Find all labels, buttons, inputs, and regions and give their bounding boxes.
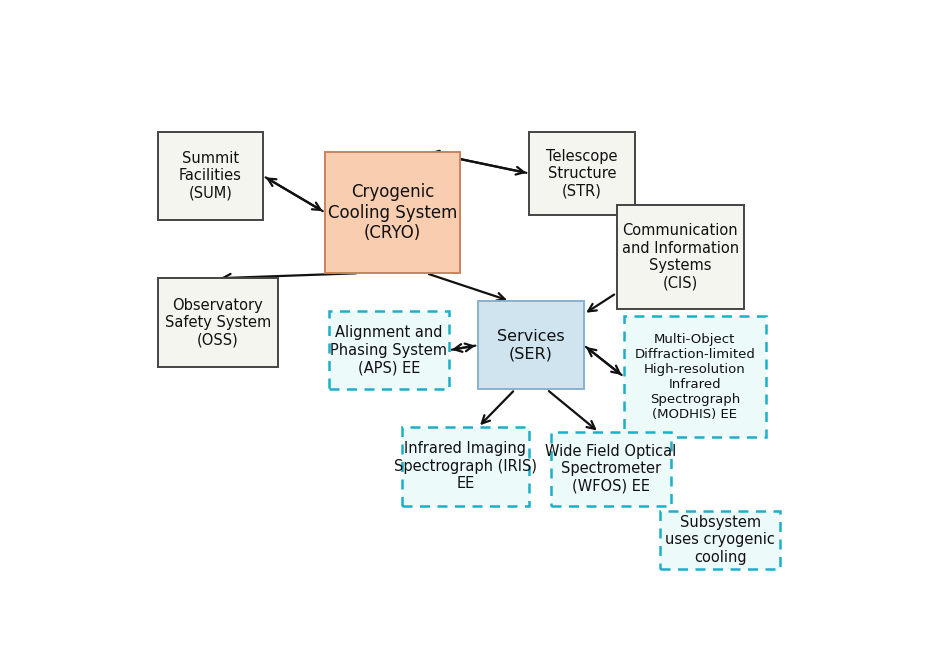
FancyBboxPatch shape: [660, 510, 780, 569]
FancyBboxPatch shape: [624, 316, 766, 438]
Text: Observatory
Safety System
(OSS): Observatory Safety System (OSS): [164, 298, 271, 347]
Text: Summit
Facilities
(SUM): Summit Facilities (SUM): [179, 151, 242, 201]
Text: Multi-Object
Diffraction-limited
High-resolution
Infrared
Spectrograph
(MODHIS) : Multi-Object Diffraction-limited High-re…: [634, 333, 755, 420]
Text: Cryogenic
Cooling System
(CRYO): Cryogenic Cooling System (CRYO): [328, 183, 457, 242]
FancyBboxPatch shape: [329, 311, 449, 390]
Text: Subsystem
uses cryogenic
cooling: Subsystem uses cryogenic cooling: [666, 515, 776, 565]
Text: Services
(SER): Services (SER): [497, 329, 565, 361]
FancyBboxPatch shape: [617, 205, 744, 308]
FancyBboxPatch shape: [158, 132, 263, 220]
Text: Infrared Imaging
Spectrograph (IRIS)
EE: Infrared Imaging Spectrograph (IRIS) EE: [394, 441, 537, 491]
Text: Alignment and
Phasing System
(APS) EE: Alignment and Phasing System (APS) EE: [330, 325, 447, 375]
FancyBboxPatch shape: [529, 132, 634, 215]
FancyBboxPatch shape: [325, 152, 460, 273]
Text: Communication
and Information
Systems
(CIS): Communication and Information Systems (C…: [621, 223, 739, 291]
FancyBboxPatch shape: [478, 301, 584, 390]
FancyBboxPatch shape: [551, 432, 671, 506]
Text: Wide Field Optical
Spectrometer
(WFOS) EE: Wide Field Optical Spectrometer (WFOS) E…: [545, 444, 677, 494]
Text: Telescope
Structure
(STR): Telescope Structure (STR): [546, 148, 618, 198]
FancyBboxPatch shape: [158, 278, 278, 367]
FancyBboxPatch shape: [401, 427, 529, 506]
